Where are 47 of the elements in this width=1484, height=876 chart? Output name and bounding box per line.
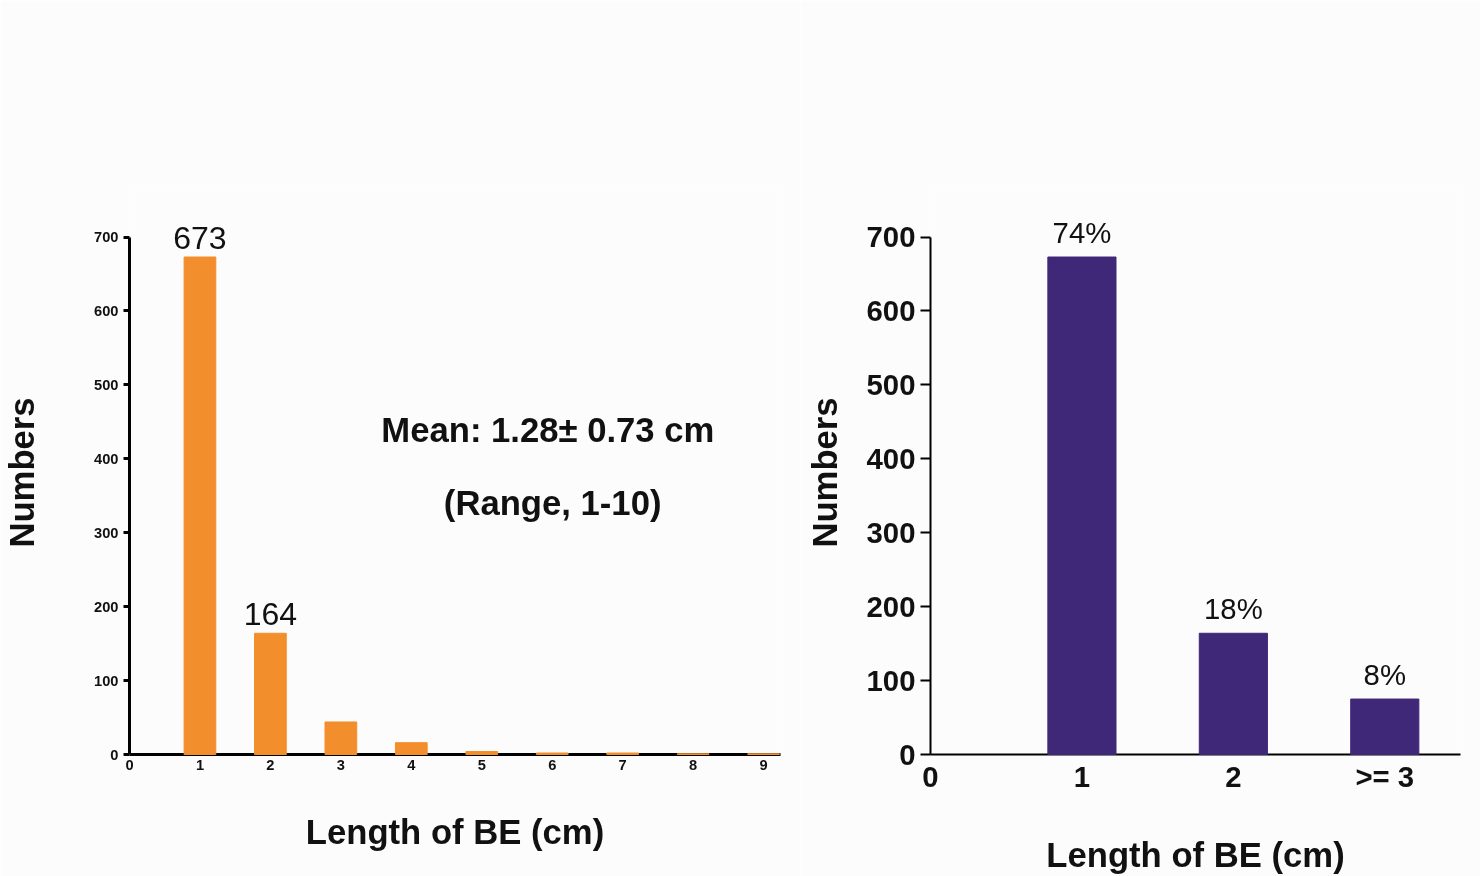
annotation: Mean: 1.28± 0.73 cm xyxy=(381,411,715,450)
y-tick-label: 700 xyxy=(94,229,119,246)
data-label: 164 xyxy=(243,596,298,633)
x-tick-label: 8 xyxy=(689,756,698,773)
x-tick-label: 9 xyxy=(759,756,768,773)
y-tick-label: 200 xyxy=(866,589,916,623)
x-tick-label: >= 3 xyxy=(1355,759,1415,793)
y-tick-label: 400 xyxy=(94,450,119,467)
y-axis-title: Numbers xyxy=(805,397,844,548)
x-tick-label: 1 xyxy=(195,756,205,773)
y-tick-label: 100 xyxy=(94,672,119,689)
x-axis-title: Length of BE (cm) xyxy=(1046,835,1345,874)
y-tick-label: 200 xyxy=(94,598,119,615)
annotation: 18% xyxy=(1204,592,1263,626)
y-tick-label: 300 xyxy=(866,515,916,549)
annotation: (Range, 1-10) xyxy=(443,483,662,522)
annotation: 74% xyxy=(1052,216,1112,250)
annotation: 8% xyxy=(1363,658,1406,692)
x-tick-label: 2 xyxy=(266,756,275,773)
y-tick-label: 100 xyxy=(866,663,916,697)
bar xyxy=(254,632,287,755)
y-tick-label: 500 xyxy=(94,376,119,393)
bar xyxy=(394,742,428,755)
x-tick-label: 5 xyxy=(477,756,486,773)
x-tick-label: 7 xyxy=(618,756,627,773)
y-tick-label: 400 xyxy=(866,441,916,475)
x-tick-label: 0 xyxy=(125,756,134,773)
bar xyxy=(183,256,217,755)
x-tick-label: 3 xyxy=(336,756,345,773)
bar xyxy=(1350,698,1420,755)
y-tick-label: 500 xyxy=(866,367,916,401)
y-tick-label: 600 xyxy=(94,302,119,319)
x-tick-label: 2 xyxy=(1225,759,1242,793)
y-tick-label: 700 xyxy=(866,220,916,254)
x-tick-label: 1 xyxy=(1073,759,1091,793)
bar xyxy=(1198,632,1268,755)
x-tick-label: 0 xyxy=(922,759,939,793)
y-axis-title: Numbers xyxy=(3,397,42,548)
y-tick-label: 600 xyxy=(866,293,916,327)
x-tick-label: 4 xyxy=(407,756,417,773)
x-axis-title: Length of BE (cm) xyxy=(305,812,605,851)
y-tick-label: 300 xyxy=(94,524,119,541)
x-tick-label: 6 xyxy=(548,756,557,773)
bar xyxy=(1047,256,1117,755)
data-label: 673 xyxy=(173,220,227,257)
bar xyxy=(324,721,358,755)
bar xyxy=(465,751,499,755)
